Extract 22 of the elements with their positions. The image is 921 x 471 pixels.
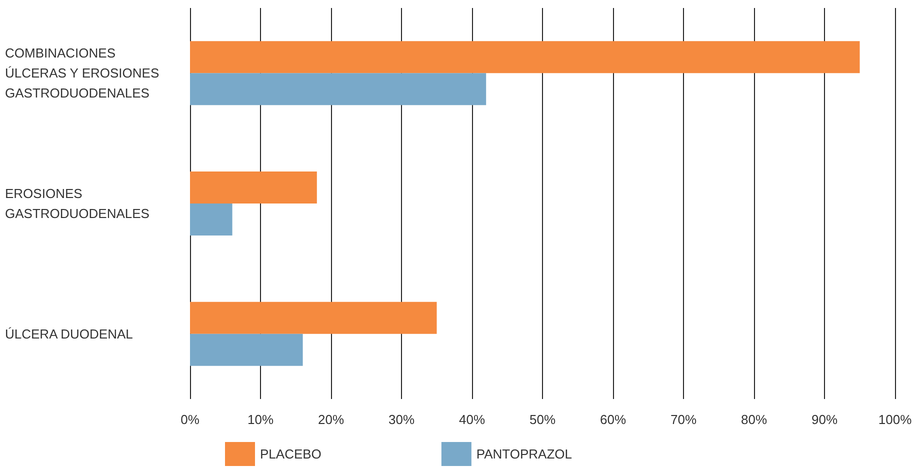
x-tick-label: 30% xyxy=(388,412,415,427)
x-tick-label: 80% xyxy=(740,412,768,427)
bar xyxy=(190,204,232,236)
y-tick-label: EROSIONES GASTRODUODENALES xyxy=(5,186,150,221)
x-tick-label: 20% xyxy=(318,412,344,427)
legend-label: PANTOPRAZOL xyxy=(476,446,572,462)
y-tick-label: ÚLCERA DUODENAL xyxy=(5,326,133,342)
x-tick-label: 10% xyxy=(247,412,274,427)
x-tick-label: 50% xyxy=(529,412,556,427)
x-tick-label: 90% xyxy=(811,412,838,427)
x-tick-label: 100% xyxy=(878,412,912,427)
bar xyxy=(190,334,303,366)
bar xyxy=(190,41,860,74)
legend-label: PLACEBO xyxy=(260,446,322,462)
y-tick-label: COMBINACIONES ÚLCERAS Y EROSIONES GASTRODUODENALES xyxy=(5,46,163,101)
bar xyxy=(190,302,437,334)
x-tick-label: 0% xyxy=(180,412,200,427)
bar xyxy=(190,73,486,106)
x-tick-label: 40% xyxy=(458,412,486,427)
x-tick-label: 60% xyxy=(600,412,626,427)
x-tick-label: 70% xyxy=(670,412,697,427)
bar xyxy=(190,172,317,204)
